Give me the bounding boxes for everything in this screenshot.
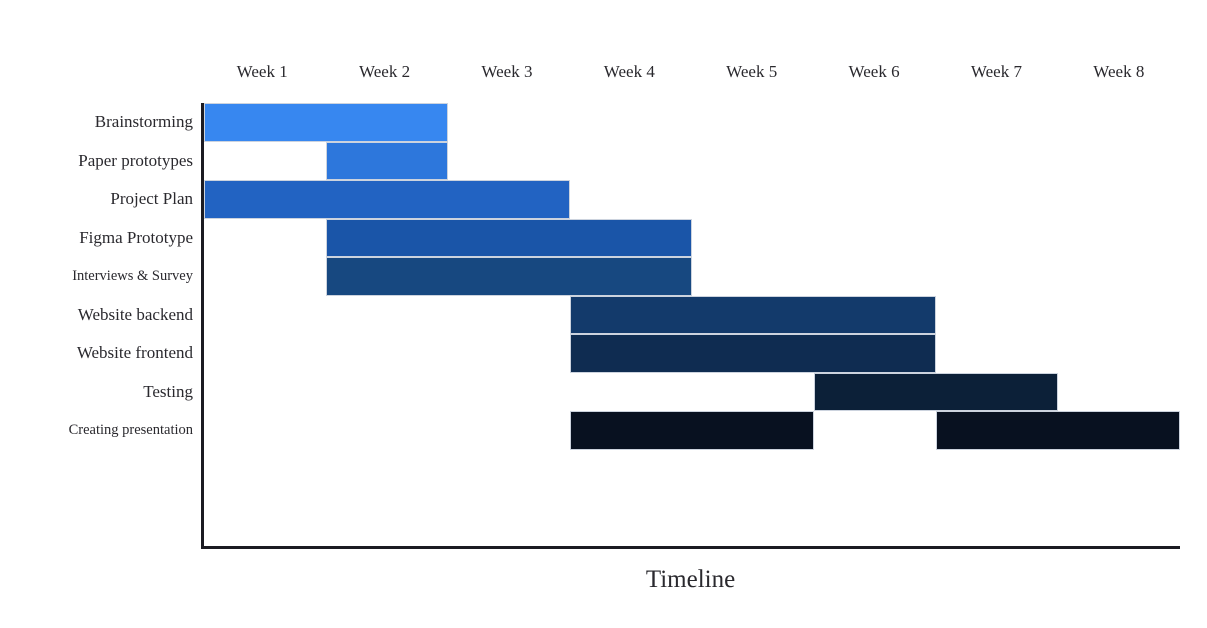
x-axis-title: Timeline xyxy=(645,566,736,593)
gantt-bar-website-frontend xyxy=(570,334,936,373)
task-label-paper-prototypes: Paper prototypes xyxy=(78,150,193,170)
task-label-project-plan: Project Plan xyxy=(110,189,193,209)
week-tick-labels-row: Week 1 Week 2 Week 3 Week 4 Week 5 Week 6 Week… xyxy=(201,62,1180,88)
task-labels-column: Brainstorming Paper prototypes Project Pla… xyxy=(0,103,197,451)
gantt-bar-paper-prototypes xyxy=(326,141,448,181)
task-label-interviews-survey: Interviews & Survey xyxy=(72,268,193,285)
task-label-website-frontend: Website frontend xyxy=(76,343,193,363)
x-tick-week-3: Week 3 xyxy=(481,62,533,81)
gantt-bar-website-backend xyxy=(570,295,936,335)
task-label-brainstorming: Brainstorming xyxy=(94,112,193,131)
plot-area xyxy=(201,103,1180,549)
gantt-bar-creating-presentation-1 xyxy=(570,411,814,451)
x-tick-week-5: Week 5 xyxy=(726,62,778,81)
x-tick-week-7: Week 7 xyxy=(970,62,1022,81)
task-label-creating-presentation: Creating presentation xyxy=(68,422,193,439)
x-tick-week-4: Week 4 xyxy=(603,62,655,81)
x-tick-week-2: Week 2 xyxy=(359,62,411,81)
x-tick-week-1: Week 1 xyxy=(236,62,288,81)
gantt-bar-brainstorming xyxy=(204,103,448,142)
gantt-bar-interviews-survey xyxy=(326,257,692,296)
task-label-figma-prototype: Figma Prototype xyxy=(79,227,193,247)
gantt-bar-project-plan xyxy=(204,180,570,219)
task-label-testing: Testing xyxy=(143,381,193,401)
gantt-bar-figma-prototype xyxy=(326,218,692,258)
task-label-website-backend: Website backend xyxy=(77,304,193,324)
x-tick-week-8: Week 8 xyxy=(1093,62,1145,81)
gantt-bar-testing xyxy=(814,372,1058,412)
bars-layer xyxy=(204,103,1180,546)
gantt-bar-creating-presentation-2 xyxy=(936,411,1180,451)
x-tick-week-6: Week 6 xyxy=(848,62,900,81)
